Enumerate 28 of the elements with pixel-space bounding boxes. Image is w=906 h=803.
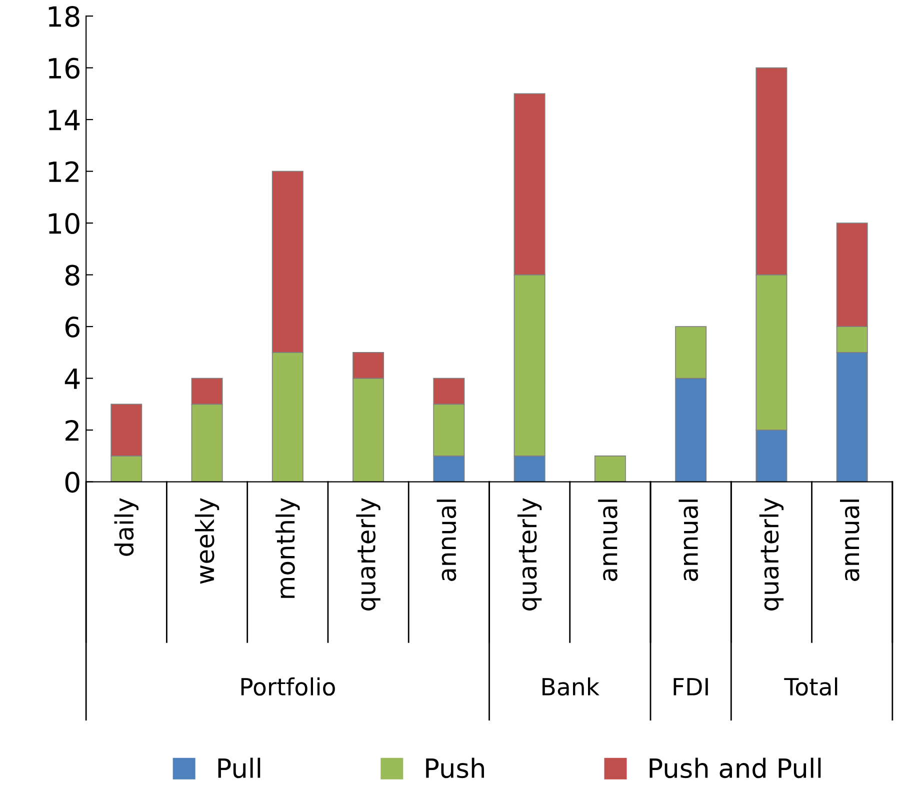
text: Bank xyxy=(542,677,600,696)
y-tick-label: 2 xyxy=(66,420,78,441)
x-tick-label: weekly xyxy=(194,498,220,584)
y-tick-label: 0 xyxy=(65,472,80,493)
y-tick-label: 12 xyxy=(48,161,78,182)
y-tick-label: 4 xyxy=(64,368,80,389)
legend-label: Pull xyxy=(218,758,260,778)
x-tick-label: daily xyxy=(114,498,138,556)
y-tick-label: 18 xyxy=(48,6,80,28)
text: Total xyxy=(784,677,838,696)
x-tick-label: quarterly xyxy=(517,498,542,610)
y-tick-label: 16 xyxy=(48,58,80,79)
text: FDI xyxy=(674,678,708,696)
x-tick-label: annual xyxy=(436,500,456,581)
y-tick-label: 10 xyxy=(48,212,80,234)
x-tick-label: monthly xyxy=(276,498,300,598)
legend-label: Push xyxy=(426,758,484,778)
x-tick-label: quarterly xyxy=(759,498,784,610)
x-tick-label: quarterly xyxy=(356,498,380,610)
legend-label: Push and Pull xyxy=(650,758,821,778)
x-tick-label: annual xyxy=(598,500,618,581)
y-tick-label: 6 xyxy=(65,316,80,338)
y-tick-label: 14 xyxy=(48,110,80,130)
y-tick-label: 8 xyxy=(65,264,80,286)
text: Portfolio xyxy=(241,677,335,696)
x-tick-label: annual xyxy=(840,500,860,581)
bar xyxy=(594,456,626,482)
x-tick-label: annual xyxy=(678,500,698,581)
